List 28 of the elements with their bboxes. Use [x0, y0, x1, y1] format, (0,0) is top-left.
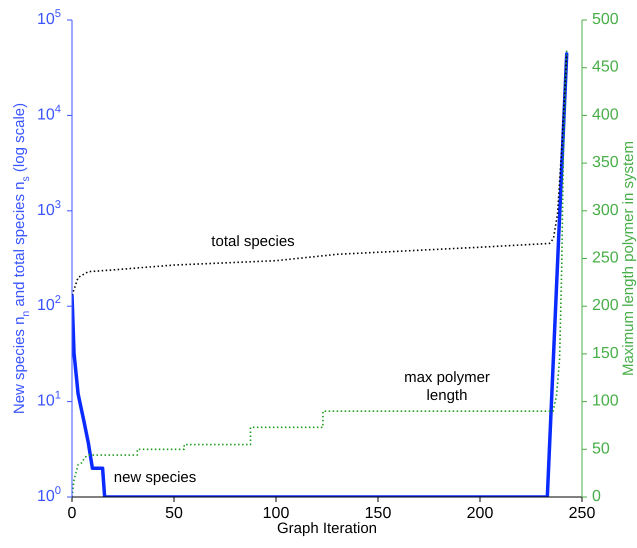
x-axis-title: Graph Iteration	[276, 520, 378, 537]
y-tick-label: 10$^{1}$	[36, 390, 61, 410]
y2-tick-label: 400	[592, 106, 619, 124]
y-tick-label: 10$^{0}$	[36, 484, 61, 506]
x-tick-label: 150	[364, 505, 392, 522]
series-label: total species	[211, 233, 295, 251]
x-tick-label: 250	[568, 505, 596, 522]
series-label: new species	[114, 469, 196, 487]
y-tick-label: 10$^{5}$	[36, 8, 61, 28]
y2-tick-label: 200	[592, 297, 619, 314]
y2-tick-label: 350	[592, 154, 619, 172]
y-tick-label: 10$^{4}$	[36, 103, 61, 124]
series-label: max polymer length	[404, 369, 490, 405]
x-tick-label: 0	[68, 505, 77, 522]
x-tick-label: 100	[262, 505, 290, 522]
y2-axis-title: Maximum length polymer in system	[620, 140, 637, 376]
x-tick-label: 200	[466, 505, 494, 522]
y2-tick-label: 300	[592, 202, 619, 220]
y-tick-label: 10$^{3}$	[36, 198, 61, 220]
y2-tick-label: 450	[592, 58, 619, 76]
y2-tick-label: 150	[592, 345, 619, 362]
y2-tick-label: 500	[592, 11, 619, 28]
y2-tick-label: 100	[592, 392, 619, 410]
y2-tick-label: 50	[592, 440, 610, 458]
y2-tick-label: 250	[592, 250, 619, 267]
y-tick-label: 10$^{2}$	[36, 294, 61, 314]
x-tick-label: 50	[165, 505, 183, 522]
y2-tick-label: 0	[592, 488, 601, 506]
